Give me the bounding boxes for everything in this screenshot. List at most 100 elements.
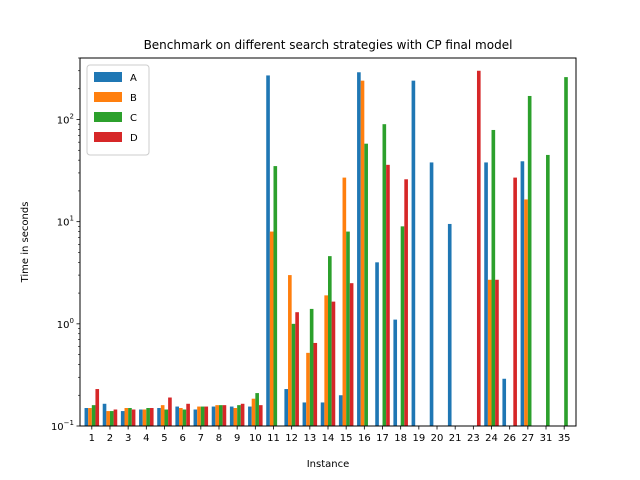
x-tick-label: 19 (412, 433, 425, 444)
x-tick-label: 6 (179, 433, 185, 444)
bar-d-24 (495, 279, 499, 426)
legend-swatch-b (94, 92, 122, 102)
bar-b-13 (306, 352, 310, 426)
bar-b-12 (288, 275, 292, 426)
bar-d-18 (404, 179, 408, 426)
x-axis-label: Instance (307, 459, 350, 470)
plot-frame (79, 57, 577, 427)
x-tick-label: 23 (467, 433, 480, 444)
x-tick-label: 7 (198, 433, 204, 444)
bar-a-6 (175, 406, 180, 426)
bar-c-16 (364, 143, 368, 426)
bar-b-11 (269, 231, 274, 426)
bar-c-11 (273, 166, 278, 426)
bar-b-6 (179, 408, 183, 426)
bar-d-17 (386, 164, 390, 426)
bar-b-24 (487, 279, 492, 426)
bar-c-2 (109, 411, 114, 426)
x-axis-ticks: 1 2 3 4 5 6 7 8 9 10 11 12 13 14 15 16 17 18 19 20 21 23 24 26 2… (89, 426, 571, 444)
bar-a-26 (502, 378, 507, 426)
bar-b-1 (88, 408, 92, 426)
chart-title: Benchmark on different search strategies… (144, 38, 513, 52)
bar-b-2 (106, 411, 110, 426)
bars-layer (84, 70, 568, 427)
bar-a-3 (120, 411, 125, 426)
bar-a-14 (320, 402, 325, 426)
x-tick-label: 9 (234, 433, 240, 444)
x-tick-label: 35 (558, 433, 571, 444)
bar-a-2 (102, 403, 107, 426)
bar-b-5 (160, 405, 165, 426)
bar-c-7 (200, 406, 205, 426)
bar-d-23 (476, 70, 481, 426)
bar-a-24 (484, 162, 488, 426)
bar-d-4 (149, 408, 154, 426)
bar-d-7 (204, 406, 209, 426)
bar-c-4 (146, 408, 150, 426)
x-tick-label: 26 (503, 433, 516, 444)
bar-d-1 (95, 389, 100, 426)
bar-a-10 (248, 406, 252, 426)
legend-label-a: A (130, 73, 137, 84)
bar-d-15 (349, 283, 354, 426)
x-tick-label: 1 (89, 433, 95, 444)
bar-b-10 (251, 398, 256, 426)
bar-c-24 (491, 129, 496, 426)
x-tick-label: 17 (376, 433, 389, 444)
legend-label-b: B (130, 93, 137, 104)
x-tick-label: 15 (340, 433, 353, 444)
bar-c-12 (291, 323, 296, 426)
bar-b-9 (233, 408, 238, 426)
bar-d-12 (295, 312, 299, 426)
x-tick-label: 20 (431, 433, 444, 444)
bar-c-14 (328, 256, 332, 426)
bar-b-7 (197, 406, 201, 426)
legend-swatch-d (94, 132, 122, 142)
bar-c-18 (400, 226, 405, 426)
legend-label-c: C (130, 113, 137, 124)
bar-a-21 (447, 223, 452, 426)
legend-swatch-a (94, 72, 122, 82)
bar-c-27 (527, 95, 532, 426)
bar-a-19 (411, 80, 416, 426)
bar-a-17 (375, 262, 379, 426)
bar-a-13 (302, 402, 307, 426)
x-tick-label: 11 (267, 433, 280, 444)
bar-b-4 (142, 409, 147, 426)
bar-a-20 (429, 162, 434, 426)
bar-c-13 (309, 308, 314, 426)
bar-d-3 (131, 409, 136, 426)
bar-d-2 (113, 409, 118, 426)
x-tick-label: 31 (540, 433, 553, 444)
bar-d-6 (186, 403, 190, 426)
bar-c-5 (164, 409, 169, 426)
bar-a-5 (157, 408, 161, 426)
legend-label-d: D (130, 133, 138, 144)
x-tick-label: 24 (485, 433, 498, 444)
bar-d-10 (258, 405, 263, 426)
bar-d-13 (313, 342, 318, 426)
bar-a-16 (357, 72, 361, 427)
bar-a-15 (338, 395, 343, 426)
x-tick-label: 21 (449, 433, 462, 444)
x-tick-label: 14 (322, 433, 335, 444)
bar-c-17 (382, 124, 387, 427)
x-tick-label: 27 (521, 433, 534, 444)
bar-a-1 (84, 408, 89, 426)
bar-d-26 (513, 177, 517, 426)
bar-a-27 (520, 161, 525, 427)
x-tick-label: 4 (143, 433, 149, 444)
x-tick-label: 2 (107, 433, 113, 444)
bar-c-6 (182, 409, 187, 426)
bar-a-18 (393, 319, 398, 426)
bar-b-3 (124, 408, 129, 426)
x-tick-label: 13 (303, 433, 316, 444)
bar-b-16 (360, 80, 365, 426)
bar-c-8 (218, 405, 223, 426)
x-tick-label: 16 (358, 433, 371, 444)
bar-b-15 (342, 177, 347, 426)
bar-b-14 (324, 295, 328, 426)
bar-c-10 (255, 393, 259, 426)
